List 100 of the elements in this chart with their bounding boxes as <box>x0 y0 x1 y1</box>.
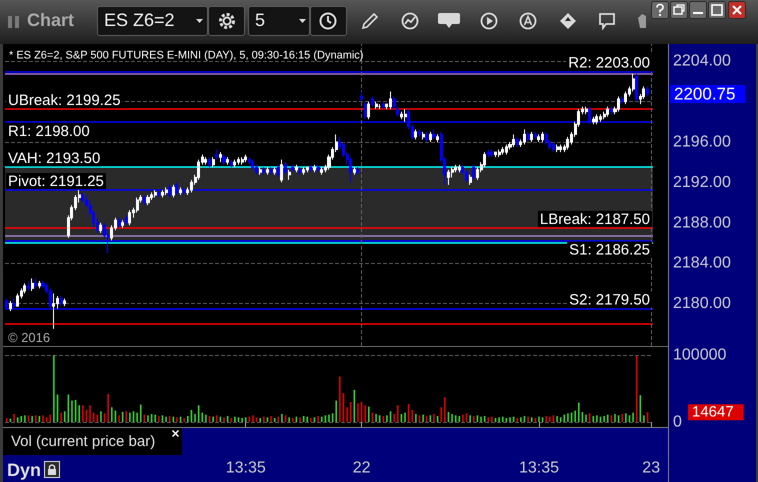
ref-line-label: Pivot: 2191.25 <box>8 172 104 190</box>
y-tick-label: 100000 <box>673 346 726 364</box>
candlestick <box>306 166 309 173</box>
candlestick <box>60 296 63 307</box>
candlestick <box>646 86 649 98</box>
candlestick <box>284 162 287 176</box>
candlestick <box>204 156 207 166</box>
x-tick-label: 23 <box>642 460 660 476</box>
candlestick <box>447 169 450 186</box>
candlestick <box>556 144 559 153</box>
candlestick <box>501 146 504 156</box>
y-tick-label: 2180.00 <box>673 295 731 312</box>
candlestick <box>552 141 555 153</box>
candlestick <box>226 156 229 166</box>
y-tick-label: 2196.00 <box>673 133 731 150</box>
candlestick <box>136 197 139 214</box>
candlestick <box>436 134 439 142</box>
candlestick <box>353 166 356 176</box>
ref-line-label: S1: 2186.25 <box>569 241 650 258</box>
candlestick <box>121 220 124 228</box>
candlestick <box>309 164 312 173</box>
candlestick <box>621 96 624 105</box>
candlestick <box>299 166 302 176</box>
text: ES Z6=2 <box>104 10 175 32</box>
y-tick-label: 2188.00 <box>673 214 731 232</box>
candlestick <box>360 90 363 102</box>
y-tick-label: 0 <box>673 414 682 430</box>
candlestick <box>9 300 12 312</box>
candlestick <box>273 166 276 176</box>
x-tick-label: 22 <box>352 460 371 476</box>
candlestick <box>295 164 298 173</box>
text: Vol (current price bar) <box>11 433 156 450</box>
candlestick <box>610 106 613 115</box>
candlestick <box>516 136 519 148</box>
candlestick <box>165 186 168 196</box>
y-tick-label: 2204.00 <box>673 52 731 70</box>
candlestick <box>150 192 153 201</box>
ref-line-label: LBreak: 2187.50 <box>540 210 650 228</box>
candlestick <box>241 156 244 166</box>
candlestick <box>566 136 569 150</box>
candlestick <box>487 149 490 158</box>
candlestick <box>432 128 436 140</box>
candlestick <box>400 111 403 120</box>
candlestick <box>270 166 273 176</box>
text: Dyn <box>7 460 42 482</box>
candlestick <box>429 131 432 142</box>
x-tick-label: 13:35 <box>518 460 560 476</box>
candlestick <box>418 128 421 138</box>
candlestick <box>559 144 562 153</box>
candlestick <box>498 149 501 158</box>
candlestick <box>642 86 645 100</box>
candlestick <box>472 164 475 180</box>
ref-line-label: S2: 2179.50 <box>569 292 650 309</box>
text: * ES Z6=2, S&P 500 FUTURES E-MINI (DAY), 5, 09:30-16:15 (Dynamic) <box>9 50 364 62</box>
candlestick <box>154 189 157 198</box>
candlestick <box>382 101 385 110</box>
candlestick <box>494 152 497 158</box>
candlestick <box>541 131 544 142</box>
x-tick-label: 13:35 <box>226 460 266 476</box>
candlestick <box>233 159 236 168</box>
candlestick <box>161 189 164 198</box>
candlestick <box>490 149 493 158</box>
candlestick <box>302 166 305 176</box>
candlestick <box>356 166 359 176</box>
y-tick-label: 2192.00 <box>673 174 731 191</box>
candlestick <box>404 108 407 122</box>
candlestick <box>595 114 598 125</box>
candlestick <box>280 159 283 183</box>
candlestick <box>288 169 291 180</box>
candlestick <box>27 280 30 292</box>
candlestick <box>505 144 508 156</box>
candlestick <box>237 156 240 166</box>
candlestick <box>248 156 251 166</box>
candlestick <box>425 131 428 142</box>
candlestick <box>291 164 294 173</box>
candlestick <box>31 278 34 292</box>
candlestick <box>320 166 323 176</box>
candlestick <box>190 179 193 193</box>
candlestick <box>128 210 131 226</box>
candlestick <box>219 152 222 163</box>
candlestick <box>624 90 627 105</box>
annotation: © 2016 <box>8 330 50 346</box>
candlestick <box>125 214 128 226</box>
candlestick <box>143 194 146 206</box>
candlestick <box>375 101 378 110</box>
candlestick <box>364 101 367 120</box>
candlestick <box>469 174 472 186</box>
candlestick <box>52 292 55 330</box>
text: 2200.75 <box>674 84 736 104</box>
candlestick <box>208 156 211 168</box>
text: 5 <box>255 10 266 32</box>
candlestick <box>277 164 280 178</box>
ref-line-label: R2: 2203.00 <box>568 54 650 72</box>
candlestick <box>244 154 247 163</box>
candlestick <box>422 131 425 140</box>
candlestick <box>230 159 233 168</box>
candlestick <box>512 134 515 148</box>
candlestick <box>63 298 66 307</box>
candlestick <box>215 149 218 160</box>
candlestick <box>599 114 602 122</box>
